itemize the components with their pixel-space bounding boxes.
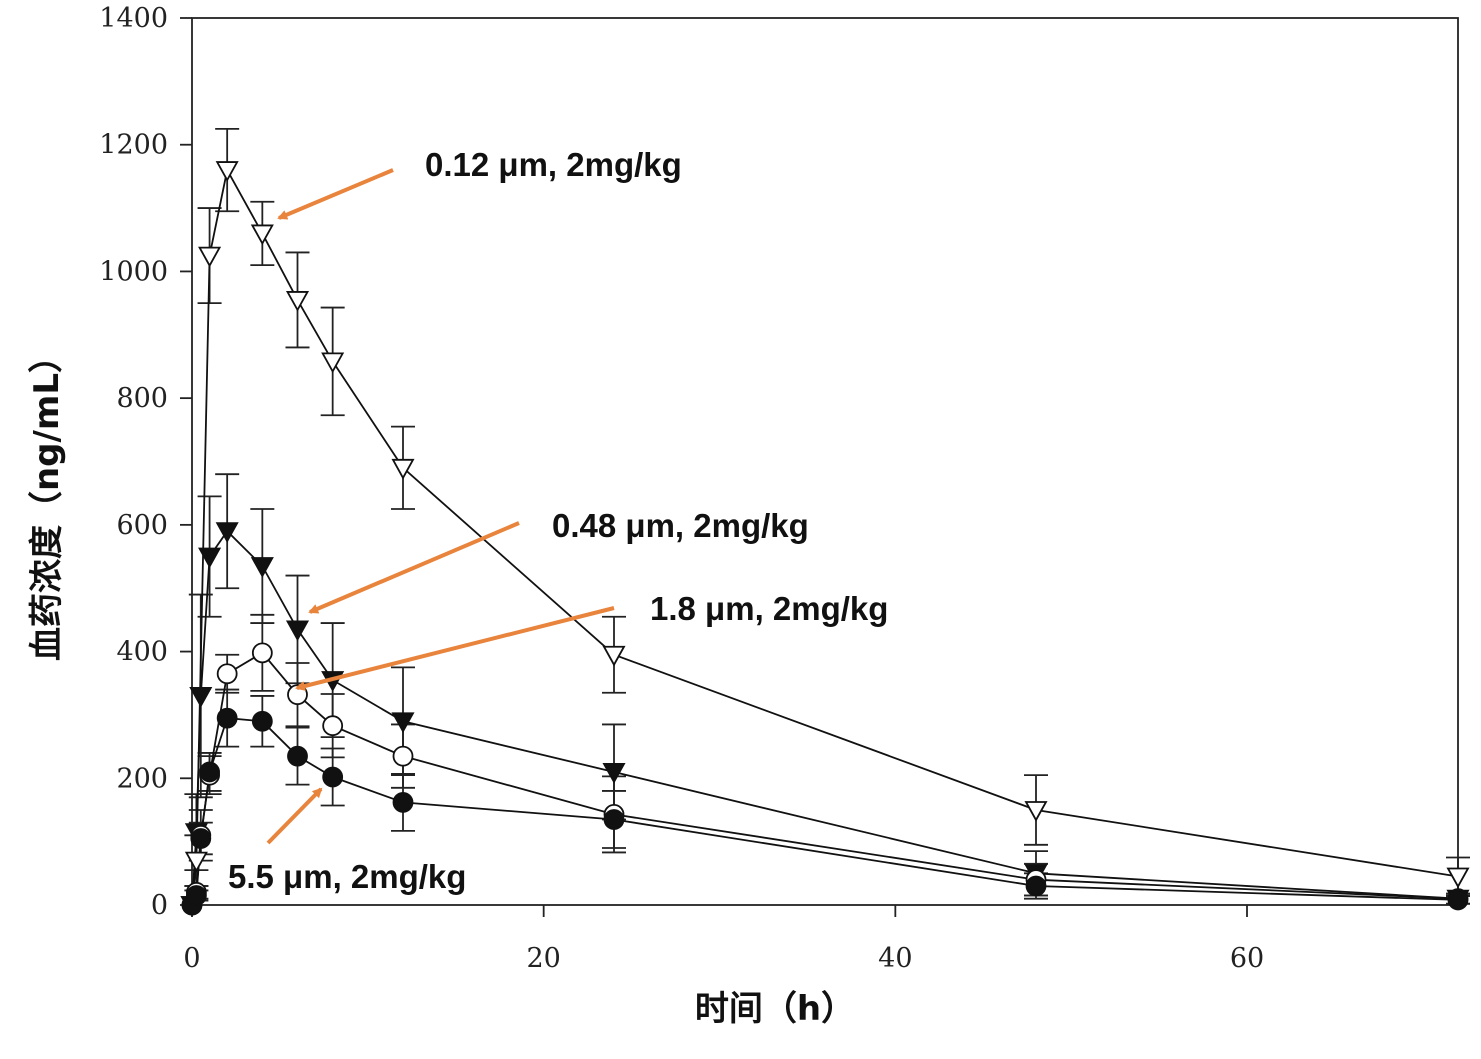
x-axis: 0 20 40 60: [183, 905, 1264, 974]
data-point: [198, 246, 222, 268]
annotation-label: 1.8 μm, 2mg/kg: [650, 590, 888, 627]
annotation-arrow: [266, 787, 323, 845]
data-point: [184, 851, 208, 873]
annotation-arrow: [277, 168, 394, 220]
annotation-arrow: [295, 606, 615, 691]
series-line: [191, 529, 1459, 906]
plot-frame: [191, 17, 1459, 906]
data-point: [602, 645, 626, 667]
y-tick-label: 200: [116, 763, 168, 794]
data-point: [215, 522, 239, 544]
data-point: [250, 557, 274, 578]
y-tick-label: 1400: [99, 3, 168, 34]
y-tick-label: 400: [116, 637, 168, 668]
annotations: 0.12 μm, 2mg/kg 0.48 μm, 2mg/kg 1.8 μm, 2m…: [228, 146, 888, 895]
x-tick-label: 0: [183, 943, 200, 974]
y-axis-title: 血药浓度（ng/mL）: [27, 339, 67, 661]
data-point: [189, 687, 213, 708]
data-point: [1025, 875, 1047, 897]
data-point: [1024, 801, 1048, 822]
data-point: [602, 763, 626, 784]
data-point: [392, 791, 414, 813]
data-point: [216, 707, 238, 729]
annotation-label: 0.12 μm, 2mg/kg: [425, 146, 682, 183]
y-tick-label: 800: [116, 383, 168, 414]
y-axis: 0 200 400 600 800 1000 1200 1400: [99, 3, 192, 921]
data-point: [1447, 889, 1469, 911]
y-tick-label: 0: [151, 890, 168, 921]
data-point: [392, 745, 414, 767]
data-point: [322, 715, 344, 737]
data-point: [250, 224, 274, 246]
data-point: [185, 885, 207, 906]
data-point: [251, 642, 273, 664]
x-tick-label: 60: [1230, 943, 1264, 974]
data-point: [391, 458, 415, 480]
annotation-label: 0.48 μm, 2mg/kg: [552, 507, 809, 544]
series-lines: [191, 167, 1459, 906]
data-point: [251, 710, 273, 732]
data-point: [285, 620, 310, 642]
data-point: [215, 161, 239, 182]
data-point: [603, 809, 625, 830]
data-point: [198, 547, 222, 569]
x-axis-title: 时间（h）: [695, 989, 855, 1029]
x-tick-label: 20: [526, 943, 560, 974]
data-point: [216, 663, 238, 685]
y-tick-label: 1000: [99, 256, 168, 287]
data-point: [190, 828, 212, 849]
annotation-label: 5.5 μm, 2mg/kg: [228, 858, 466, 895]
data-point: [287, 745, 308, 767]
y-tick-label: 1200: [99, 130, 168, 161]
series-markers: [180, 161, 1470, 917]
x-tick-label: 40: [878, 943, 912, 974]
data-point: [322, 766, 344, 788]
error-bars: [184, 127, 1470, 905]
data-point: [285, 291, 310, 312]
annotation-arrow: [308, 521, 520, 614]
data-point: [1446, 867, 1470, 889]
data-point: [391, 712, 415, 734]
data-point: [321, 352, 345, 374]
y-tick-label: 600: [116, 510, 168, 541]
data-point: [199, 761, 220, 783]
